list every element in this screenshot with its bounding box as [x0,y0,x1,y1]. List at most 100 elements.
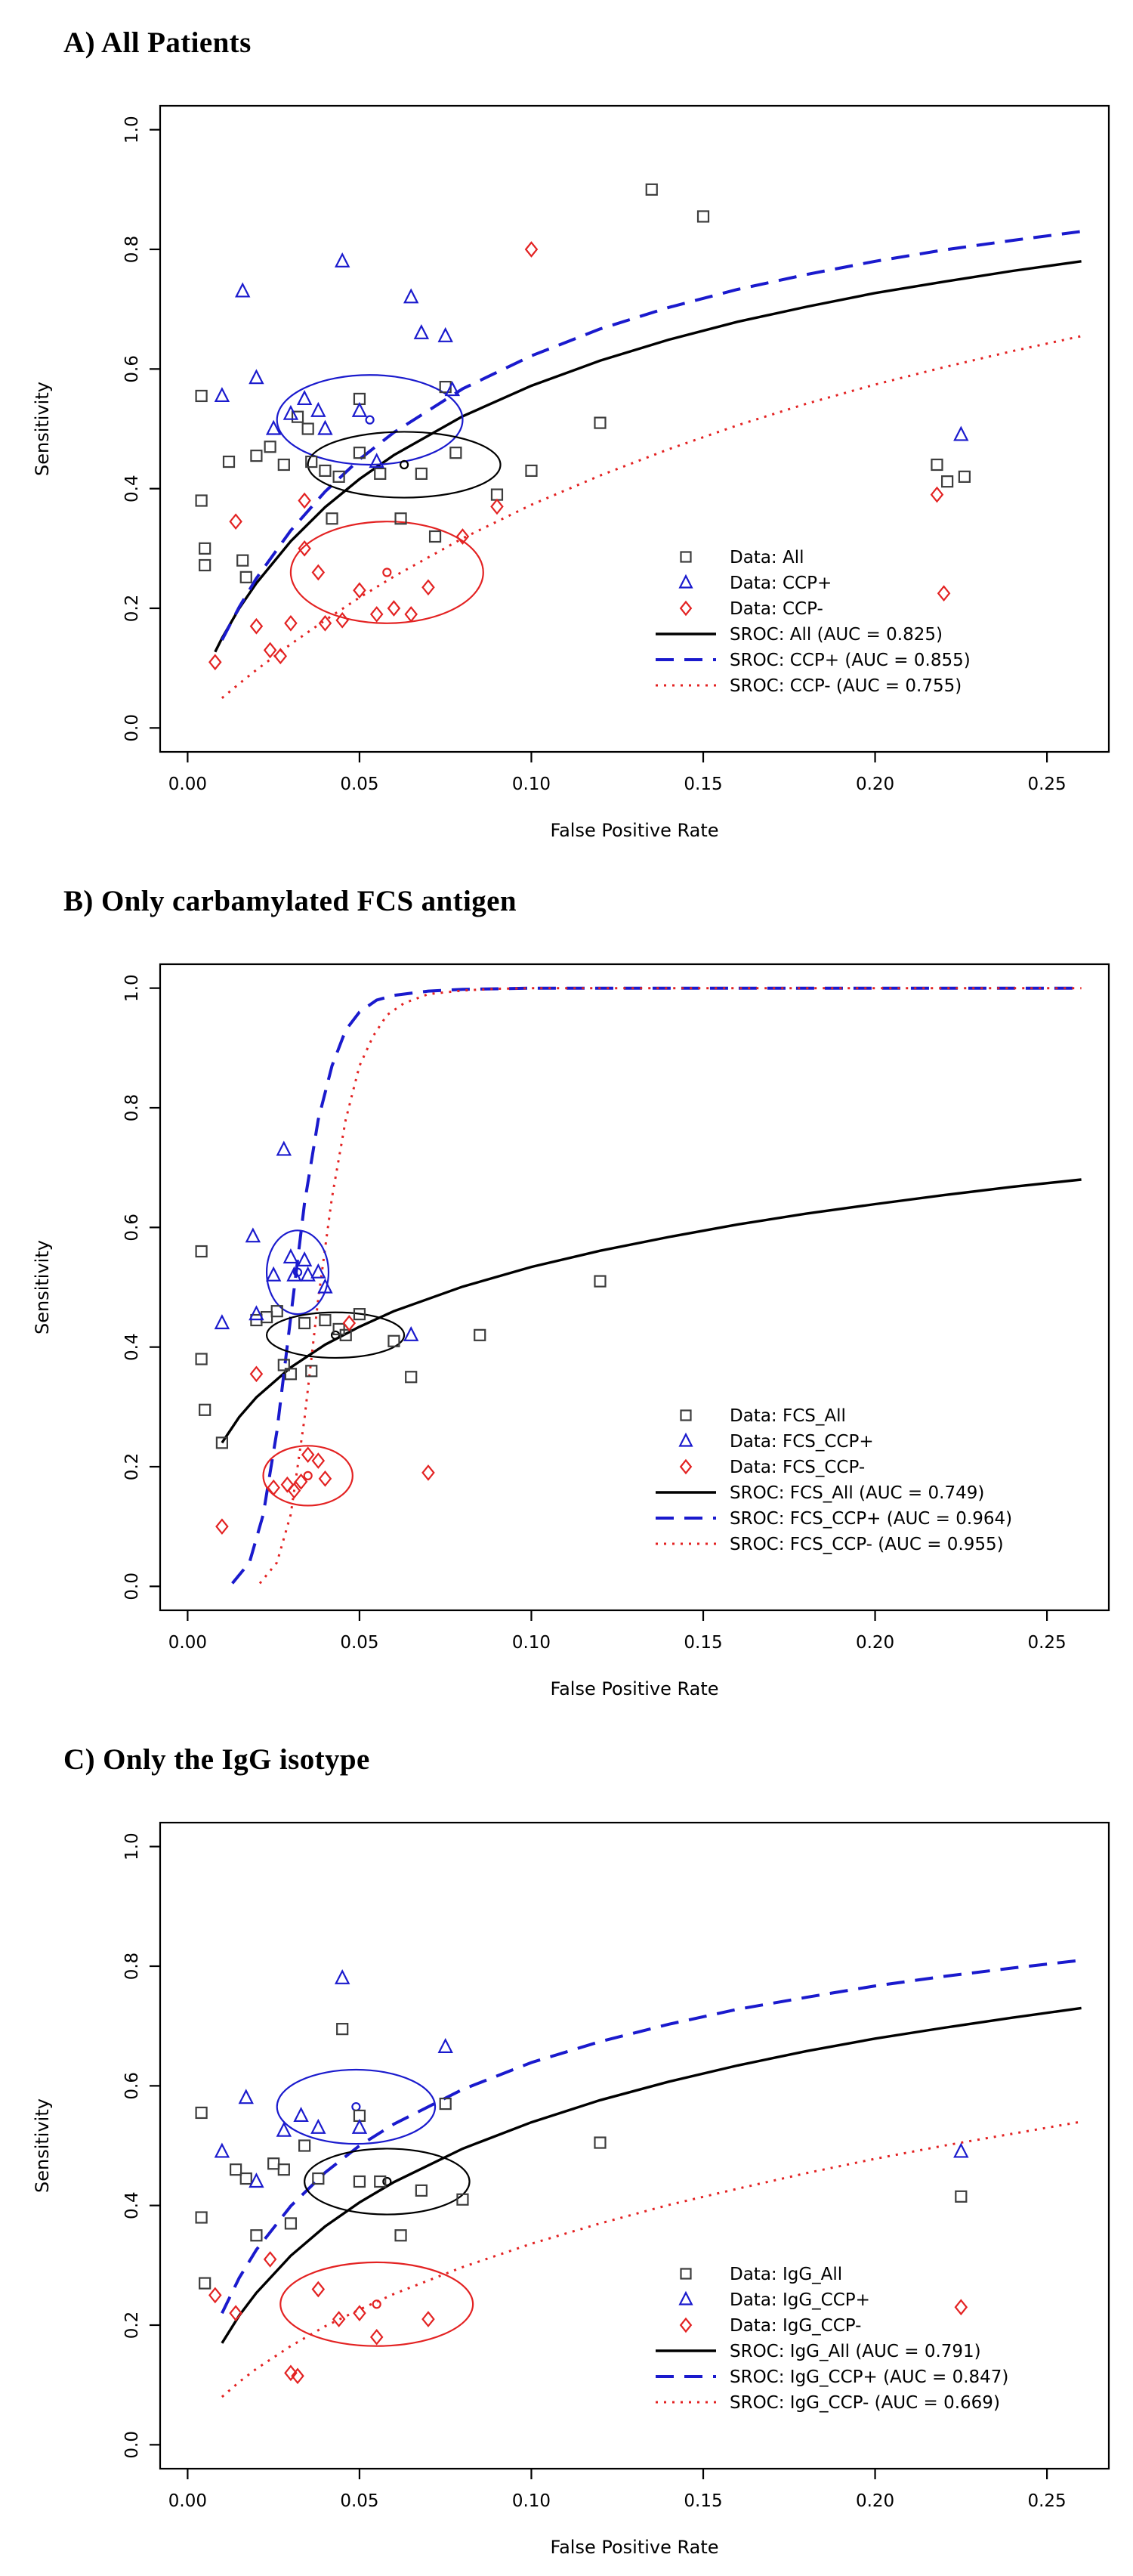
legend-label: Data: All [730,548,804,567]
panel-fcs-antigen: B) Only carbamylated FCS antigen 0.00 0.0… [0,858,1133,1717]
x-axis-label: False Positive Rate [550,2537,718,2558]
y-tick-label: 0.2 [122,2312,142,2339]
x-tick-label: 0.00 [168,1633,207,1653]
panel-a-title: A) All Patients [63,26,252,59]
confidence-ellipses [262,1229,406,1507]
panel-all-patients: A) All Patients 0.00 0.05 0.10 0.15 0.20 0.25… [0,0,1133,858]
x-tick-label: 0.20 [856,775,894,794]
summary-point [365,415,375,425]
legend-label: SROC: CCP- (AUC = 0.755) [730,676,962,696]
summary-point [372,2299,381,2309]
y-tick-label: 0.4 [122,1333,142,1361]
x-tick-label: 0.05 [340,2491,378,2511]
y-axis-label: Sensitivity [32,2098,53,2193]
panel-a-plot: 0.00 0.05 0.10 0.15 0.20 0.25 0.0 0.2 0.4 0.6 0.8 1… [32,104,1110,841]
axes: 0.00 0.05 0.10 0.15 0.20 0.25 0.0 0.2 0.4 0.6 0.8 1… [32,116,1067,841]
x-tick-label: 0.15 [684,775,722,794]
summary-point [303,1470,313,1480]
panel-c-title: C) Only the IgG isotype [63,1743,370,1776]
y-tick-label: 0.6 [122,1214,142,1242]
panel-igg-isotype: C) Only the IgG isotype 0.00 0.05 0.10 0.15… [0,1717,1133,2576]
x-tick-label: 0.15 [684,1633,722,1653]
legend-label: Data: CCP+ [730,574,832,593]
sroc-curve [221,2006,1082,2344]
confidence-ellipse [265,1311,406,1359]
legend-label: SROC: IgG_CCP+ (AUC = 0.847) [730,2367,1008,2387]
confidence-ellipses [276,2068,474,2347]
legend: Data: All Data: CCP+ Data: CCP- SROC: All (… [656,548,971,696]
confidence-ellipse [289,521,484,624]
confidence-ellipse [276,374,464,466]
y-tick-label: 0.4 [122,475,142,503]
y-tick-label: 0.0 [122,1573,142,1600]
y-tick-label: 0.2 [122,1453,142,1481]
x-tick-label: 0.25 [1027,775,1066,794]
x-tick-label: 0.05 [340,775,378,794]
legend-label: SROC: CCP+ (AUC = 0.855) [730,651,971,670]
scatter-series-1 [214,1140,419,1341]
confidence-ellipses [276,374,502,624]
legend: Data: IgG_All Data: IgG_CCP+ Data: IgG_CCP… [656,2265,1008,2413]
plot-box [159,104,1110,753]
sroc-curve [221,1959,1082,2315]
y-tick-label: 0.8 [122,236,142,264]
y-tick-label: 0.2 [122,595,142,623]
legend-label: SROC: FCS_CCP- (AUC = 0.955) [730,1535,1004,1554]
x-tick-label: 0.20 [856,2491,894,2511]
x-axis-label: False Positive Rate [550,820,718,841]
x-axis-label: False Positive Rate [550,1678,718,1699]
sroc-curves [214,230,1082,699]
y-tick-label: 1.0 [122,974,142,1002]
y-tick-label: 1.0 [122,1832,142,1860]
x-tick-label: 0.00 [168,2491,207,2511]
sroc-curve [221,335,1082,699]
scatter-series-2 [208,2251,968,2385]
x-tick-label: 0.10 [512,1633,551,1653]
scatter-series-2 [208,241,951,671]
y-tick-label: 0.4 [122,2191,142,2219]
confidence-ellipse [304,2148,471,2216]
panel-b-plot: 0.00 0.05 0.10 0.15 0.20 0.25 0.0 0.2 0.4 0.6 0.8 1… [32,963,1110,1699]
axes: 0.00 0.05 0.10 0.15 0.20 0.25 0.0 0.2 0.4 0.6 0.8 1… [32,1832,1067,2558]
legend-label: SROC: All (AUC = 0.825) [730,625,943,645]
scatter-series-0 [195,1245,607,1449]
confidence-ellipse [276,2068,437,2145]
y-tick-label: 0.6 [122,355,142,383]
confidence-ellipse [265,1229,330,1316]
confidence-ellipse [307,431,502,499]
legend-label: Data: IgG_CCP- [730,2316,861,2336]
y-tick-label: 0.8 [122,1094,142,1122]
legend-label: SROC: IgG_CCP- (AUC = 0.669) [730,2393,1000,2413]
y-tick-label: 0.0 [122,2431,142,2459]
legend-label: Data: FCS_CCP- [730,1458,865,1477]
sroc-curve [221,230,1082,641]
y-axis-label: Sensitivity [32,382,53,476]
legend-label: SROC: FCS_CCP+ (AUC = 0.964) [730,1509,1012,1529]
summary-point [382,567,392,577]
panel-c-plot: 0.00 0.05 0.10 0.15 0.20 0.25 0.0 0.2 0.4 0.6 0.8 1… [32,1821,1110,2558]
plot-box [159,1821,1110,2470]
summary-point [382,2176,392,2187]
y-tick-label: 1.0 [122,116,142,144]
legend-label: Data: FCS_All [730,1406,846,1426]
summary-point [400,459,409,470]
confidence-ellipse [262,1445,353,1507]
plot-box [159,963,1110,1612]
sroc-curves [221,1959,1082,2398]
x-tick-label: 0.10 [512,2491,551,2511]
legend-label: SROC: FCS_All (AUC = 0.749) [730,1483,984,1503]
legend: Data: FCS_All Data: FCS_CCP+ Data: FCS_CCP… [656,1406,1012,1554]
y-tick-label: 0.8 [122,1953,142,1981]
legend-label: Data: IgG_CCP+ [730,2290,870,2310]
sroc-curves [221,986,1082,1585]
sroc-curve [231,986,1082,1585]
x-tick-label: 0.15 [684,2491,722,2511]
scatter-series-1 [214,252,969,469]
sroc-curve [214,260,1082,653]
y-axis-label: Sensitivity [32,1240,53,1334]
axes: 0.00 0.05 0.10 0.15 0.20 0.25 0.0 0.2 0.4 0.6 0.8 1… [32,974,1067,1699]
panel-b-title: B) Only carbamylated FCS antigen [63,885,517,917]
confidence-ellipse [279,2261,474,2347]
x-tick-label: 0.10 [512,775,551,794]
